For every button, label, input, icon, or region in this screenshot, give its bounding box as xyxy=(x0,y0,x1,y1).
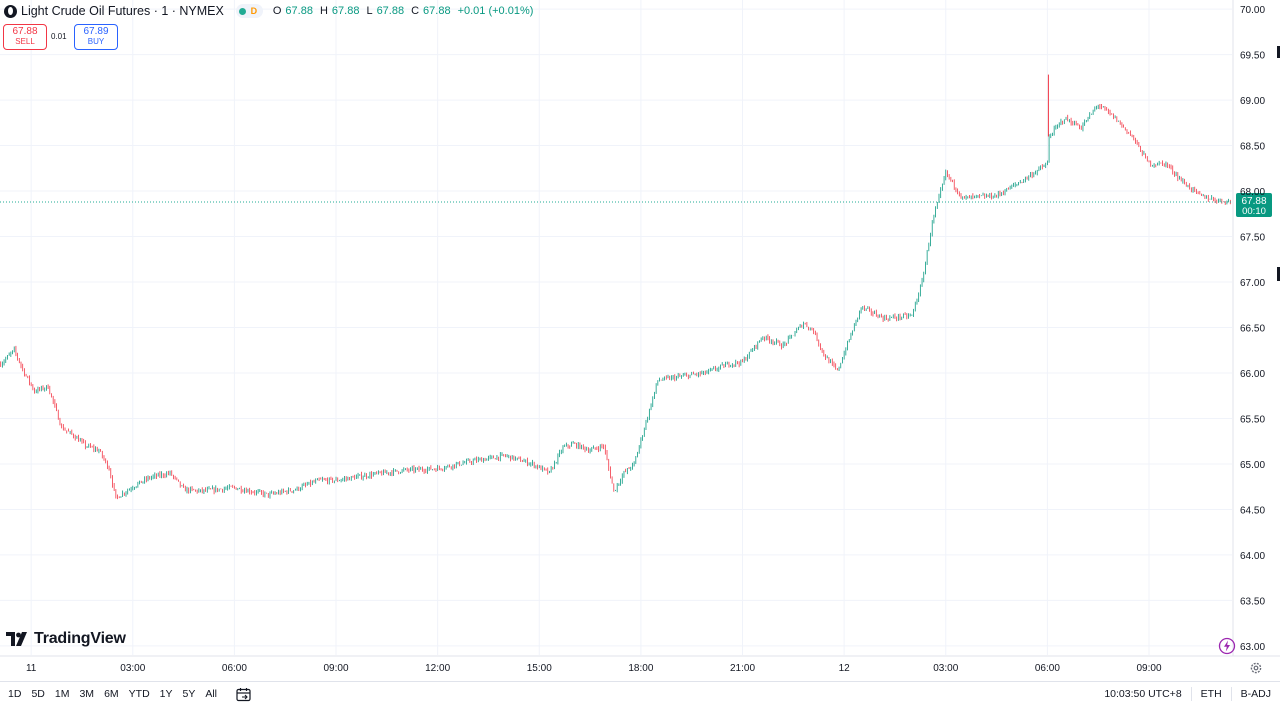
open-label: O xyxy=(272,5,282,17)
x-tick-label: 06:00 xyxy=(222,663,247,674)
right-edge-marker xyxy=(1277,267,1280,281)
y-tick-label: 65.50 xyxy=(1240,414,1265,425)
sell-label: SELL xyxy=(15,37,35,46)
sell-button[interactable]: 67.88 SELL xyxy=(3,24,47,50)
y-tick-label: 69.50 xyxy=(1240,51,1265,62)
y-tick-label: 66.00 xyxy=(1240,369,1265,380)
y-tick-label: 63.00 xyxy=(1240,642,1265,653)
y-tick-label: 68.50 xyxy=(1240,142,1265,153)
change-value: +0.01 (+0.01%) xyxy=(457,5,534,17)
x-tick-label: 09:00 xyxy=(324,663,349,674)
sell-price: 67.88 xyxy=(12,26,38,37)
last-price-label: 67.88 xyxy=(1241,196,1266,207)
y-tick-label: 67.00 xyxy=(1240,278,1265,289)
delayed-badge: D xyxy=(250,6,258,16)
range-button-ytd[interactable]: YTD xyxy=(128,688,150,700)
symbol-logo-icon xyxy=(4,4,17,18)
range-button-1y[interactable]: 1Y xyxy=(159,688,173,700)
tradingview-logo[interactable]: TradingView xyxy=(6,630,126,648)
tradingview-wordmark: TradingView xyxy=(34,630,126,647)
x-tick-label: 12:00 xyxy=(425,663,450,674)
y-tick-label: 70.00 xyxy=(1240,5,1265,16)
high-value: 67.88 xyxy=(331,5,360,17)
y-tick-label: 68.00 xyxy=(1240,187,1265,198)
market-open-dot-icon xyxy=(238,7,246,15)
status-pill[interactable]: D xyxy=(235,4,263,18)
range-button-3m[interactable]: 3M xyxy=(79,688,95,700)
high-label: H xyxy=(319,5,328,17)
y-tick-label: 63.50 xyxy=(1240,596,1265,607)
x-tick-label: 21:00 xyxy=(730,663,755,674)
y-tick-label: 64.00 xyxy=(1240,551,1265,562)
range-button-all[interactable]: All xyxy=(205,688,218,700)
range-button-1m[interactable]: 1M xyxy=(54,688,70,700)
session-toggle[interactable]: ETH xyxy=(1200,688,1222,700)
right-edge-marker xyxy=(1277,46,1280,58)
range-button-5y[interactable]: 5Y xyxy=(182,688,196,700)
range-button-5d[interactable]: 5D xyxy=(31,688,45,700)
buy-price: 67.89 xyxy=(83,26,109,37)
lightning-icon[interactable] xyxy=(1218,637,1236,655)
symbol-title[interactable]: Light Crude Oil Futures · 1 · NYMEX xyxy=(21,4,224,18)
bottom-toolbar: 1D 5D 1M 3M 6M YTD 1Y 5Y All 10:03:50 UTC+8 ETH … xyxy=(0,681,1280,706)
spread-value: 0.01 xyxy=(51,32,67,41)
last-price-tag xyxy=(1236,192,1272,217)
range-button-1d[interactable]: 1D xyxy=(8,688,22,700)
chart-grid xyxy=(0,0,1232,655)
low-value: 67.88 xyxy=(376,5,405,17)
adjustment-toggle[interactable]: B-ADJ xyxy=(1240,688,1271,700)
x-tick-label: 11 xyxy=(26,663,37,674)
candle-series xyxy=(0,74,1231,500)
clock-readout[interactable]: 10:03:50 UTC+8 xyxy=(1104,688,1182,700)
open-value: 67.88 xyxy=(285,5,313,17)
y-tick-label: 65.00 xyxy=(1240,460,1265,471)
x-tick-label: 18:00 xyxy=(628,663,653,674)
x-tick-label: 03:00 xyxy=(933,663,958,674)
x-tick-label: 03:00 xyxy=(120,663,145,674)
x-tick-label: 12 xyxy=(839,663,851,674)
range-button-6m[interactable]: 6M xyxy=(104,688,119,700)
y-tick-label: 69.00 xyxy=(1240,96,1265,107)
low-label: L xyxy=(366,5,373,17)
close-label: C xyxy=(411,5,420,17)
session-info: 10:03:50 UTC+8 ETH B-ADJ xyxy=(1095,682,1280,706)
buy-button[interactable]: 67.89 BUY xyxy=(74,24,118,50)
x-tick-label: 06:00 xyxy=(1035,663,1060,674)
tradingview-mark-icon xyxy=(6,632,27,646)
x-tick-label: 15:00 xyxy=(527,663,552,674)
close-value: 67.88 xyxy=(423,5,451,17)
axes: 63.00 63.50 64.00 64.50 65.00 65.50 66.00 66.50… xyxy=(0,0,1280,674)
gear-icon[interactable] xyxy=(1249,661,1263,675)
y-tick-label: 67.50 xyxy=(1240,233,1265,244)
date-range-list: 1D 5D 1M 3M 6M YTD 1Y 5Y All xyxy=(0,688,222,700)
calendar-icon[interactable] xyxy=(236,687,252,702)
y-tick-label: 66.50 xyxy=(1240,324,1265,335)
bar-countdown-label: 00:10 xyxy=(1242,206,1266,217)
buy-label: BUY xyxy=(87,37,105,46)
x-tick-label: 09:00 xyxy=(1136,663,1161,674)
y-tick-label: 64.50 xyxy=(1240,505,1265,516)
